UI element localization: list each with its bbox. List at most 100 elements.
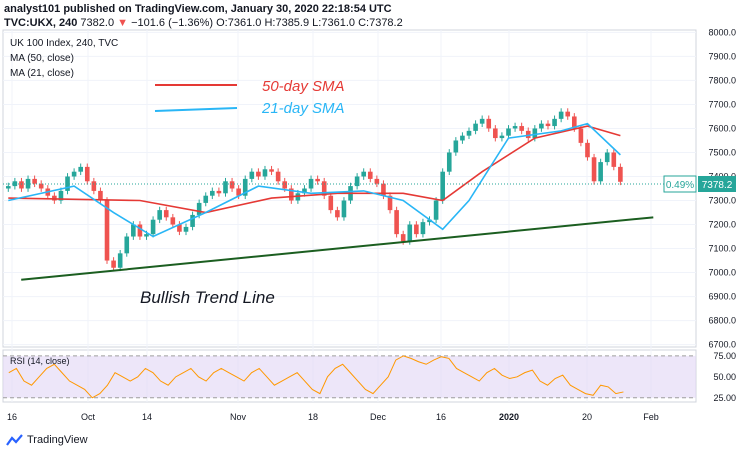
candle-body bbox=[249, 171, 255, 179]
candle-body bbox=[210, 190, 215, 196]
x-tick-label: 14 bbox=[142, 412, 152, 422]
price-axis: 8000.07900.07800.07700.07600.07500.07400… bbox=[708, 27, 736, 349]
candle-body bbox=[367, 171, 373, 179]
footer-brand[interactable]: TradingView bbox=[6, 433, 88, 447]
y-tick-label: 7800.0 bbox=[708, 75, 736, 85]
candle-body bbox=[25, 178, 31, 189]
candle-body bbox=[91, 181, 97, 191]
y-tick-label: 7100.0 bbox=[708, 244, 736, 254]
y-tick-label: 6800.0 bbox=[708, 316, 736, 326]
publish-text: analyst101 published on TradingView.com,… bbox=[4, 3, 392, 15]
candle-body bbox=[618, 166, 623, 182]
candle-body bbox=[98, 190, 103, 201]
rsi-tick-label: 50.00 bbox=[713, 372, 736, 382]
trend-annotation: Bullish Trend Line bbox=[140, 288, 275, 307]
candle-body bbox=[32, 178, 37, 184]
candle-body bbox=[104, 200, 110, 261]
rsi-pane: 75.00 50.00 25.00 bbox=[3, 351, 736, 403]
candle-body bbox=[558, 111, 564, 119]
candle-body bbox=[71, 171, 77, 177]
candle-body bbox=[420, 222, 426, 235]
candle-body bbox=[150, 219, 156, 235]
candle-body bbox=[539, 123, 544, 129]
candle-body bbox=[394, 210, 399, 235]
candle-body bbox=[519, 126, 524, 131]
price-tag-text: 7378.2 bbox=[702, 180, 733, 191]
candle-body bbox=[381, 183, 386, 196]
candle-body bbox=[552, 118, 557, 127]
pct-tag bbox=[663, 175, 697, 193]
candle-body bbox=[190, 214, 195, 227]
close-label: C: bbox=[358, 17, 370, 29]
last-price: 7382.0 bbox=[80, 17, 115, 29]
pct-tag-text: 0.49% bbox=[666, 180, 694, 191]
candle-body bbox=[387, 195, 393, 211]
y-tick-label: 7900.0 bbox=[708, 51, 736, 61]
candle-body bbox=[170, 217, 176, 225]
candle-body bbox=[446, 152, 452, 172]
y-tick-label: 8000.0 bbox=[708, 27, 736, 37]
brand-name: TradingView bbox=[27, 434, 88, 446]
legend-ma21: MA (21, close) bbox=[10, 68, 74, 79]
candle-body bbox=[78, 166, 83, 172]
y-tick-label: 7600.0 bbox=[708, 123, 736, 133]
candle-body bbox=[611, 152, 617, 167]
rsi-tick-label: 75.00 bbox=[713, 351, 736, 361]
sma21-annotation: 21-day SMA bbox=[261, 100, 345, 117]
candle-body bbox=[137, 224, 143, 237]
candle-body bbox=[585, 142, 590, 158]
candle-body bbox=[275, 171, 281, 182]
candle-body bbox=[216, 190, 222, 194]
candle-body bbox=[236, 188, 241, 196]
candle-body bbox=[242, 178, 248, 196]
candle-body bbox=[196, 202, 202, 215]
trend-line-group bbox=[21, 216, 654, 281]
candle-body bbox=[604, 152, 610, 163]
candle-body bbox=[341, 200, 347, 218]
candle-body bbox=[163, 210, 169, 218]
candle-body bbox=[414, 224, 419, 235]
y-tick-label: 7700.0 bbox=[708, 99, 736, 109]
candle-body bbox=[479, 118, 485, 124]
x-tick-label: 16 bbox=[7, 412, 17, 422]
x-tick-label: Nov bbox=[230, 412, 247, 422]
candle-body bbox=[578, 128, 584, 143]
price-tag bbox=[698, 176, 736, 192]
open-label: O: bbox=[216, 17, 228, 29]
candle-body bbox=[486, 118, 492, 129]
candle-body bbox=[532, 128, 538, 139]
candle-body bbox=[111, 260, 116, 268]
candle-body bbox=[183, 226, 189, 232]
candle-body bbox=[493, 128, 498, 139]
rsi-line bbox=[8, 355, 624, 399]
candle-body bbox=[591, 157, 597, 182]
candle-body bbox=[440, 171, 445, 201]
ohlc-line: TVC:UKX, 240 7382.0 ▼ −101.6 (−1.36%) O:… bbox=[4, 17, 403, 29]
x-tick-label: Dec bbox=[370, 412, 387, 422]
y-tick-label: 7000.0 bbox=[708, 268, 736, 278]
tradingview-logo-icon bbox=[6, 434, 23, 446]
candle-body bbox=[308, 178, 314, 189]
moving-averages bbox=[8, 122, 621, 238]
time-axis: 16 Oct 14 Nov 18 Dec 16 2020 20 Feb bbox=[7, 412, 659, 422]
candle-body bbox=[361, 171, 367, 177]
legend-title: UK 100 Index, 240, TVC bbox=[10, 38, 118, 49]
candle-body bbox=[131, 224, 136, 237]
candle-body bbox=[335, 210, 340, 218]
price-change: −101.6 (−1.36%) bbox=[131, 17, 214, 29]
y-tick-label: 7300.0 bbox=[708, 196, 736, 206]
candle-body bbox=[12, 181, 18, 187]
candle-body bbox=[256, 171, 261, 177]
candles bbox=[5, 108, 623, 272]
candle-body bbox=[52, 195, 57, 201]
candle-body bbox=[58, 190, 64, 201]
candle-body bbox=[282, 181, 288, 189]
symbol: TVC:UKX, 240 bbox=[4, 17, 78, 29]
candle-body bbox=[203, 195, 209, 203]
candle-body bbox=[565, 111, 571, 117]
candle-body bbox=[328, 195, 334, 211]
candle-body bbox=[525, 130, 531, 139]
candle-body bbox=[460, 135, 465, 141]
candle-body bbox=[427, 219, 432, 223]
